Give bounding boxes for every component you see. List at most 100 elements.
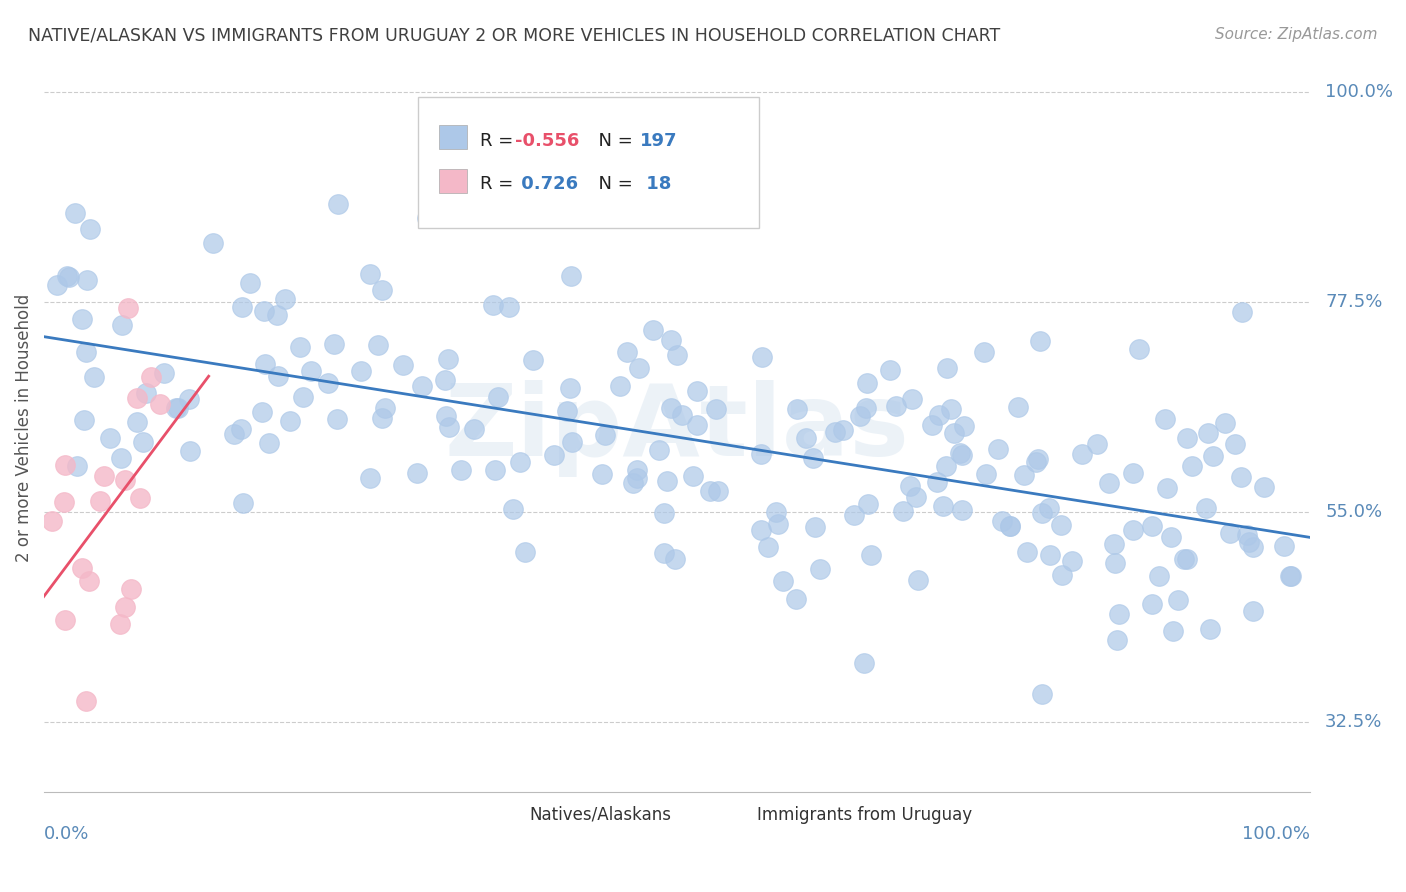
Point [405,466,427,480]
Point [1163,624,1185,638]
Point [950,448,973,462]
Point [1153,412,1175,426]
Point [266,368,288,383]
Point [1026,452,1049,467]
Point [318,376,340,390]
Point [350,363,373,377]
Point [794,431,817,445]
Point [950,503,973,517]
Point [935,361,957,376]
Point [278,414,301,428]
Point [434,409,457,424]
Point [1104,556,1126,570]
Point [83,370,105,384]
Point [1060,554,1083,568]
Text: 0.726: 0.726 [515,175,578,194]
Point [65,206,87,220]
Point [1253,479,1275,493]
Point [253,304,276,318]
Point [108,617,131,632]
Point [801,451,824,466]
Point [416,211,439,225]
Point [555,404,578,418]
Point [1039,548,1062,562]
Point [1070,447,1092,461]
Point [274,292,297,306]
Point [1278,569,1301,583]
Point [987,442,1010,457]
Point [70,561,93,575]
Point [772,574,794,588]
Point [686,384,709,398]
Point [749,447,772,461]
Point [1050,517,1073,532]
Point [253,358,276,372]
Point [652,506,675,520]
Point [53,613,76,627]
Point [165,401,187,416]
Point [367,337,389,351]
Point [751,351,773,365]
Point [120,582,142,596]
Point [231,422,253,436]
Point [114,474,136,488]
Point [595,428,617,442]
Point [125,391,148,405]
Point [1175,431,1198,445]
Point [117,301,139,315]
Point [785,592,807,607]
Point [853,656,876,670]
Point [935,458,957,473]
Point [1167,592,1189,607]
Point [433,187,456,202]
Point [1281,569,1303,583]
Point [749,523,772,537]
Point [879,362,901,376]
Point [231,300,253,314]
Text: 32.5%: 32.5% [1324,714,1382,731]
Point [939,402,962,417]
Point [768,516,790,531]
Point [323,337,346,351]
Point [75,694,97,708]
Point [53,458,76,472]
Point [1122,466,1144,480]
Point [824,425,846,439]
Point [239,276,262,290]
Point [486,390,509,404]
Text: R =: R = [479,131,519,150]
Point [114,600,136,615]
Text: 0.0%: 0.0% [44,825,90,843]
Point [1236,528,1258,542]
Point [266,308,288,322]
Point [58,269,80,284]
Point [655,475,678,489]
Point [949,446,972,460]
Point [1218,525,1240,540]
Point [886,399,908,413]
Point [141,369,163,384]
Point [1000,519,1022,533]
Point [1140,519,1163,533]
Text: N =: N = [588,175,638,194]
Point [522,353,544,368]
Point [616,344,638,359]
Point [905,490,928,504]
Point [560,381,582,395]
Point [560,269,582,284]
Point [110,451,132,466]
Point [439,420,461,434]
Point [832,423,855,437]
Point [932,499,955,513]
Point [856,376,879,391]
Point [928,408,950,422]
Point [1000,519,1022,533]
Point [76,273,98,287]
Point [132,434,155,449]
Point [450,462,472,476]
Point [326,196,349,211]
Text: -0.556: -0.556 [515,131,579,150]
Point [627,361,650,376]
Point [66,459,89,474]
Point [437,351,460,366]
